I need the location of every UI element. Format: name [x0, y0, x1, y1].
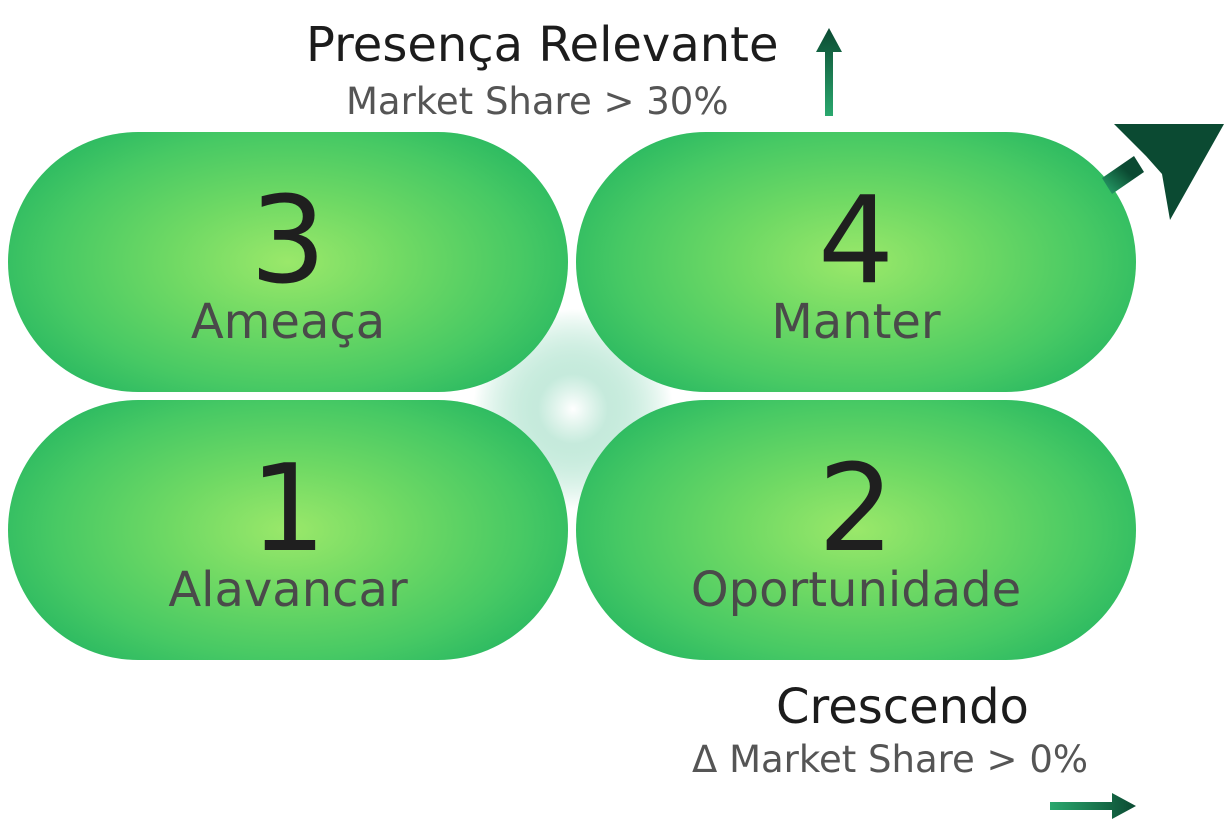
diagonal-arrow-icon: [1102, 124, 1224, 220]
vertical-axis-title: Presença Relevante: [306, 17, 779, 73]
up-arrow-icon: [816, 28, 842, 116]
right-arrow-icon: [1050, 793, 1136, 819]
quadrant-opportunity: 2 Oportunidade: [576, 400, 1136, 660]
quadrant-maintain: 4 Manter: [576, 132, 1136, 392]
quadrant-number: 4: [817, 172, 895, 311]
vertical-axis-subtitle: Market Share > 30%: [346, 80, 729, 123]
quadrant-number: 3: [249, 172, 327, 311]
horizontal-axis-subtitle: Δ Market Share > 0%: [692, 738, 1089, 781]
quadrant-number: 1: [249, 440, 327, 579]
quadrant-label: Alavancar: [168, 562, 408, 618]
quadrant-label: Manter: [771, 294, 941, 350]
quadrant-number: 2: [817, 440, 895, 579]
quadrant-label: Oportunidade: [690, 562, 1022, 618]
quadrant-label: Ameaça: [190, 294, 386, 350]
horizontal-axis-title: Crescendo: [776, 679, 1029, 735]
quadrant-leverage: 1 Alavancar: [8, 400, 568, 660]
quadrant-threat: 3 Ameaça: [8, 132, 568, 392]
